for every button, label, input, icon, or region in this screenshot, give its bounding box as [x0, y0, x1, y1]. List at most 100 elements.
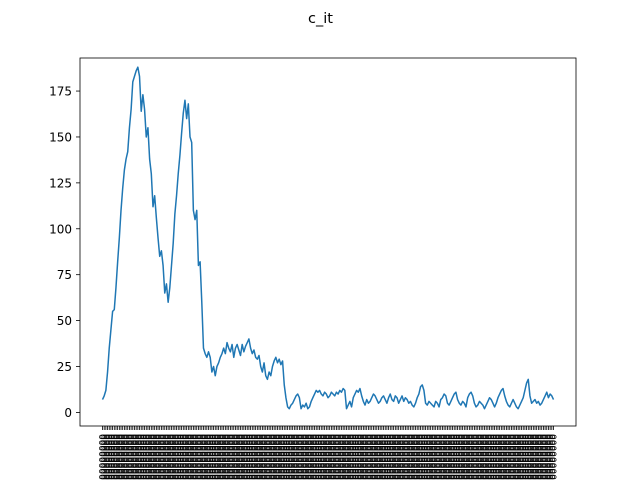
x-tick-label: 0000000000: [184, 434, 194, 480]
x-tick-label: 0000000000: [159, 434, 169, 480]
x-tick-label: 0000000000: [393, 434, 403, 480]
x-tick-label: 0000000000: [161, 434, 171, 480]
x-tick-label: 0000000000: [260, 434, 270, 480]
x-tick-label: 0000000000: [344, 434, 354, 480]
x-tick-label: 0000000000: [501, 434, 511, 480]
x-tick-label: 0000000000: [401, 434, 411, 480]
x-tick-label: 0000000000: [351, 434, 361, 480]
x-tick-label: 0000000000: [292, 434, 302, 480]
x-tick-label: 0000000000: [332, 434, 342, 480]
x-tick-label: 0000000000: [443, 434, 453, 480]
x-tick-label: 0000000000: [216, 434, 226, 480]
x-tick-label: 0000000000: [134, 434, 144, 480]
y-tick-label: 75: [57, 268, 72, 282]
x-tick-label: 0000000000: [425, 434, 435, 480]
x-tick-label: 0000000000: [418, 434, 428, 480]
x-tick-label: 0000000000: [410, 434, 420, 480]
y-tick-label: 150: [49, 130, 72, 144]
x-tick-label: 0000000000: [243, 434, 253, 480]
x-tick-label: 0000000000: [156, 434, 166, 480]
x-tick-label: 0000000000: [361, 434, 371, 480]
x-tick-label: 0000000000: [343, 434, 353, 480]
y-axis: 0 25 50 75 100 125 150 175: [49, 85, 80, 420]
x-tick-label: 0000000000: [432, 434, 442, 480]
series-line: [101, 66, 555, 410]
x-tick-label: 0000000000: [366, 434, 376, 480]
x-tick-label: 0000000000: [413, 434, 423, 480]
x-tick-label: 0000000000: [228, 434, 238, 480]
x-tick-label: 0000000000: [319, 434, 329, 480]
x-tick-label: 0000000000: [248, 434, 258, 480]
x-tick-label: 0000000000: [208, 434, 218, 480]
x-tick-label: 0000000000: [176, 434, 186, 480]
x-tick-label: 0000000000: [484, 434, 494, 480]
x-tick-label: 0000000000: [474, 434, 484, 480]
x-tick-label: 0000000000: [479, 434, 489, 480]
x-tick-label: 0000000000: [255, 434, 265, 480]
x-tick-label: 0000000000: [489, 434, 499, 480]
x-tick-label: 0000000000: [430, 434, 440, 480]
x-tick-label: 0000000000: [171, 434, 181, 480]
x-tick-label: 0000000000: [376, 434, 386, 480]
x-tick-label: 0000000000: [265, 434, 275, 480]
x-tick-label: 0000000000: [371, 434, 381, 480]
x-tick-label: 0000000000: [120, 434, 130, 480]
x-tick-label: 0000000000: [433, 434, 443, 480]
x-tick-label: 0000000000: [369, 434, 379, 480]
x-tick-label: 0000000000: [386, 434, 396, 480]
x-tick-label: 0000000000: [464, 434, 474, 480]
x-tick-label: 0000000000: [183, 434, 193, 480]
x-tick-label: 0000000000: [356, 434, 366, 480]
x-tick-label: 0000000000: [193, 434, 203, 480]
x-tick-label: 0000000000: [144, 434, 154, 480]
x-tick-label: 0000000000: [374, 434, 384, 480]
x-tick-label: 0000000000: [327, 434, 337, 480]
x-tick-label: 0000000000: [531, 434, 541, 480]
x-tick-label: 0000000000: [385, 434, 395, 480]
y-tick-label: 50: [57, 314, 72, 328]
x-tick-label: 0000000000: [173, 434, 183, 480]
x-tick-label: 0000000000: [305, 434, 315, 480]
x-tick-label: 0000000000: [314, 434, 324, 480]
x-tick-label: 0000000000: [487, 434, 497, 480]
x-tick-label: 0000000000: [112, 434, 122, 480]
x-tick-label: 0000000000: [166, 434, 176, 480]
x-tick-label: 0000000000: [380, 434, 390, 480]
x-tick-label: 0000000000: [272, 434, 282, 480]
x-tick-label: 0000000000: [472, 434, 482, 480]
x-tick-label: 0000000000: [194, 434, 204, 480]
x-tick-label: 0000000000: [447, 434, 457, 480]
x-tick-label: 0000000000: [253, 434, 263, 480]
x-tick-label: 0000000000: [548, 434, 558, 480]
x-tick-label: 0000000000: [408, 434, 418, 480]
x-tick-label: 0000000000: [482, 434, 492, 480]
y-tick-label: 0: [64, 406, 72, 420]
x-tick-label: 0000000000: [509, 434, 519, 480]
x-tick-label: 0000000000: [282, 434, 292, 480]
x-tick-label: 0000000000: [329, 434, 339, 480]
x-tick-label: 0000000000: [114, 434, 124, 480]
x-tick-label: 0000000000: [334, 434, 344, 480]
x-tick-label: 0000000000: [528, 434, 538, 480]
x-tick-label: 0000000000: [107, 434, 117, 480]
x-tick-label: 0000000000: [299, 434, 309, 480]
x-tick-label: 0000000000: [136, 434, 146, 480]
x-tick-label: 0000000000: [470, 434, 480, 480]
x-tick-label: 0000000000: [285, 434, 295, 480]
x-tick-label: 0000000000: [174, 434, 184, 480]
x-tick-label: 0000000000: [257, 434, 267, 480]
x-tick-label: 0000000000: [550, 434, 560, 480]
x-tick-label: 0000000000: [268, 434, 278, 480]
x-tick-label: 0000000000: [514, 434, 524, 480]
x-tick-label: 0000000000: [122, 434, 132, 480]
x-tick-label: 0000000000: [341, 434, 351, 480]
x-tick-label: 0000000000: [115, 434, 125, 480]
x-tick-label: 0000000000: [295, 434, 305, 480]
x-tick-label: 0000000000: [242, 434, 252, 480]
x-tick-label: 0000000000: [533, 434, 543, 480]
x-tick-label: 0000000000: [262, 434, 272, 480]
y-tick-label: 100: [49, 222, 72, 236]
x-tick-label: 0000000000: [406, 434, 416, 480]
x-tick-label: 0000000000: [454, 434, 464, 480]
x-tick-label: 0000000000: [524, 434, 534, 480]
